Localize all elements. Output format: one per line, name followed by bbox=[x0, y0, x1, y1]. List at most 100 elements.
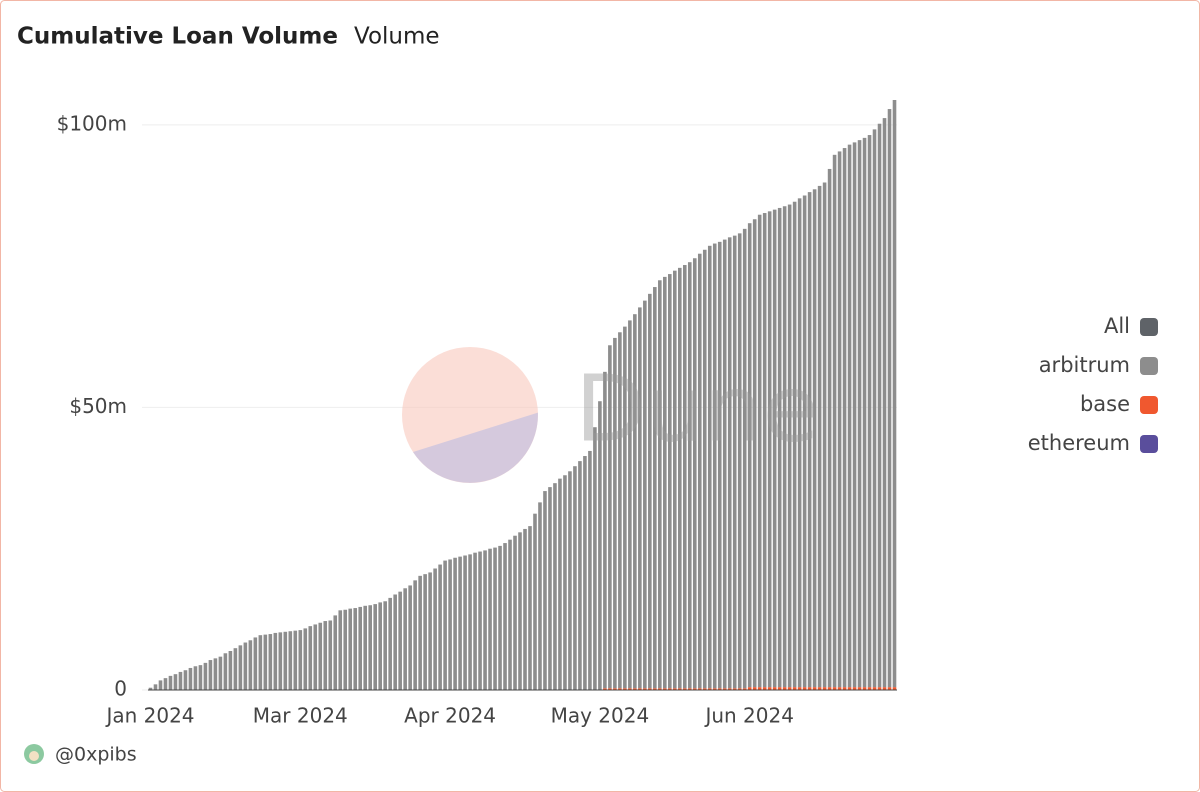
bar-segment bbox=[712, 243, 717, 689]
legend-swatch bbox=[1140, 357, 1158, 375]
bar-segment bbox=[842, 687, 847, 690]
bar-segment bbox=[438, 564, 442, 690]
bar-segment bbox=[682, 265, 687, 689]
bar-segment bbox=[732, 235, 737, 689]
bar-segment bbox=[877, 123, 882, 688]
legend-label: ethereum bbox=[1028, 431, 1130, 455]
bar-segment bbox=[677, 688, 682, 690]
watermark-logo-lower bbox=[413, 412, 538, 483]
bar-segment bbox=[448, 559, 452, 690]
bar-segment bbox=[633, 314, 637, 689]
bar-segment bbox=[368, 605, 373, 690]
bar-segment bbox=[263, 634, 268, 690]
bar-segment bbox=[533, 513, 537, 690]
bar-segment bbox=[887, 687, 892, 690]
bar-segment bbox=[892, 687, 897, 690]
bar-segment bbox=[777, 207, 782, 688]
bar-segment bbox=[842, 148, 847, 688]
bar-segment bbox=[872, 129, 877, 688]
bar-segment bbox=[243, 642, 248, 690]
bar-segment bbox=[558, 478, 562, 690]
bar-segment bbox=[812, 687, 817, 690]
bar-segment bbox=[847, 687, 852, 690]
bar-segment bbox=[772, 687, 777, 690]
bar-segment bbox=[538, 502, 542, 690]
bar-segment bbox=[398, 591, 402, 690]
bar-segment bbox=[832, 687, 837, 690]
bar-segment bbox=[588, 450, 592, 690]
bar-segment bbox=[283, 631, 288, 690]
bar-segment bbox=[742, 228, 747, 689]
bar-segment bbox=[293, 630, 298, 690]
bar-segment bbox=[623, 688, 627, 690]
bar-segment bbox=[158, 680, 163, 690]
bar-segment bbox=[822, 687, 827, 690]
bar-segment bbox=[383, 601, 387, 690]
bar-segment bbox=[408, 585, 412, 690]
bar-segment bbox=[692, 258, 697, 689]
bar-segment bbox=[173, 674, 178, 690]
bar-segment bbox=[812, 189, 817, 688]
bar-segment bbox=[852, 142, 857, 688]
bar-segment bbox=[722, 239, 727, 689]
bar-segment bbox=[463, 555, 467, 690]
bar-segment bbox=[737, 688, 742, 690]
y-tick-label: $100m bbox=[57, 111, 127, 135]
bar-segment bbox=[268, 634, 273, 690]
bar-segment bbox=[503, 543, 507, 690]
bar-segment bbox=[668, 688, 672, 690]
bar-segment bbox=[308, 626, 313, 690]
bar-segment bbox=[363, 605, 368, 690]
bar-segment bbox=[677, 267, 682, 689]
bar-segment bbox=[668, 274, 672, 689]
bar-segment bbox=[802, 195, 807, 688]
bar-segment bbox=[358, 606, 363, 690]
bar-segment bbox=[213, 658, 218, 690]
legend-swatch bbox=[1140, 396, 1158, 414]
bar-segment bbox=[553, 483, 557, 690]
bar-segment bbox=[343, 609, 348, 690]
bar-segment bbox=[877, 687, 882, 690]
y-tick-label: $50m bbox=[69, 394, 127, 418]
bar-segment bbox=[643, 300, 647, 689]
bar-segment bbox=[752, 687, 757, 690]
bar-segment bbox=[727, 688, 732, 690]
bar-segment bbox=[742, 688, 747, 690]
bar-segment bbox=[233, 648, 238, 690]
bar-segment bbox=[578, 461, 582, 690]
bar-segment bbox=[303, 628, 308, 690]
bar-segment bbox=[623, 326, 627, 689]
bar-segment bbox=[887, 109, 892, 688]
bar-segment bbox=[543, 491, 547, 690]
bar-segment bbox=[767, 687, 772, 690]
bar-segment bbox=[672, 688, 677, 690]
bar-segment bbox=[443, 560, 447, 690]
bar-segment bbox=[628, 688, 632, 690]
bar-segment bbox=[672, 270, 677, 689]
bar-segment bbox=[583, 456, 587, 690]
bar-segment bbox=[827, 687, 832, 690]
bar-segment bbox=[253, 637, 258, 690]
x-tick-label: Jan 2024 bbox=[104, 704, 194, 728]
bar-segment bbox=[762, 213, 767, 688]
bar-segment bbox=[603, 371, 607, 689]
chart-subtitle: Volume bbox=[354, 24, 440, 50]
bar-segment bbox=[643, 688, 647, 690]
bar-segment bbox=[872, 687, 877, 690]
bar-segment bbox=[837, 151, 842, 688]
x-tick-label: May 2024 bbox=[551, 704, 650, 728]
bar-segment bbox=[458, 556, 462, 690]
legend-swatch bbox=[1140, 318, 1158, 336]
bar-segment bbox=[638, 307, 642, 689]
bar-segment bbox=[867, 687, 872, 690]
bar-segment bbox=[288, 631, 293, 690]
bar-segment bbox=[857, 687, 862, 690]
bar-segment bbox=[403, 588, 407, 690]
bar-segment bbox=[373, 604, 377, 690]
bar-segment bbox=[837, 687, 842, 690]
bar-segment bbox=[832, 154, 837, 688]
bar-segment bbox=[523, 528, 527, 690]
bar-segment bbox=[328, 620, 333, 690]
bar-segment bbox=[762, 687, 767, 690]
bar-segment bbox=[278, 632, 283, 690]
